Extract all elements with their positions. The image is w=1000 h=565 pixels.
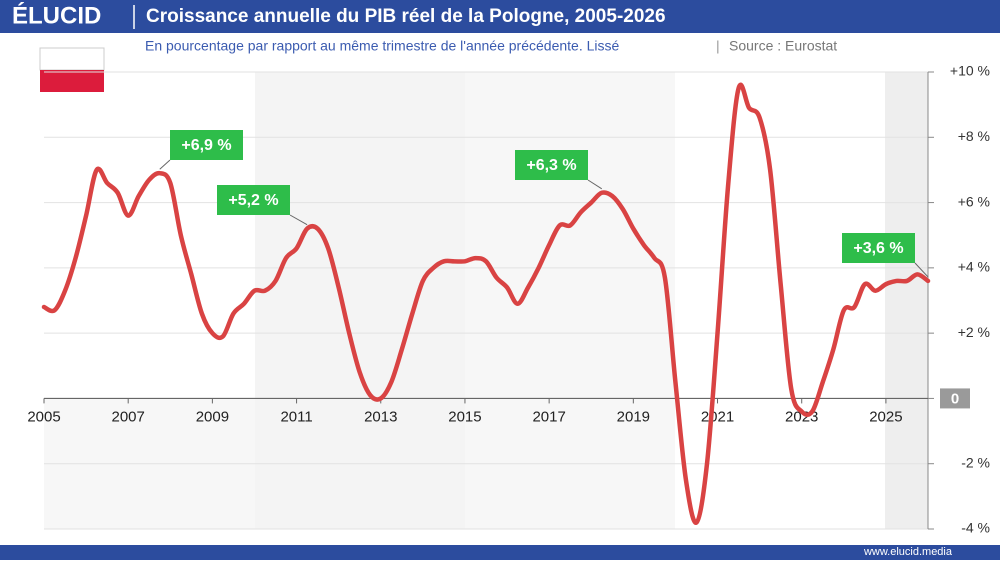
annotation-leader	[159, 159, 171, 170]
subtitle: En pourcentage par rapport au même trime…	[145, 38, 619, 54]
flag	[39, 47, 105, 92]
annotation-leader	[289, 214, 308, 226]
annotation-label: +6,9 %	[181, 137, 231, 154]
annotation-label: +5,2 %	[228, 192, 278, 209]
footer: www.elucid.media	[863, 546, 953, 558]
y-tick-label: +2 %	[958, 324, 990, 340]
x-tick-label: 2017	[532, 408, 565, 425]
y-tick-label: 0	[951, 390, 959, 407]
y-tick-label: +4 %	[958, 259, 990, 275]
annotation-box	[217, 185, 290, 215]
annotation-leader	[587, 179, 603, 190]
x-tick-label: 2009	[196, 408, 229, 425]
chart-title: Croissance annuelle du PIB réel de la Po…	[146, 6, 666, 27]
annotation-label: +3,6 %	[853, 240, 903, 257]
footer-bar	[0, 545, 1000, 560]
y-tick-label: -2 %	[961, 454, 990, 470]
x-tick-label: 2025	[869, 408, 902, 425]
x-tick-label: 2019	[617, 408, 650, 425]
source: Source : Eurostat	[729, 38, 837, 54]
header-bar	[0, 0, 1000, 33]
brand: ÉLUCID	[12, 1, 101, 29]
annotation-leader	[914, 262, 929, 278]
x-tick-label: 2005	[27, 408, 60, 425]
zero-label-box	[940, 388, 970, 409]
y-tick-label: +8 %	[958, 128, 990, 144]
x-tick-label: 2021	[701, 408, 734, 425]
y-tick-label: +10 %	[950, 63, 990, 79]
separator: |	[716, 38, 720, 54]
x-tick-label: 2015	[448, 408, 481, 425]
x-tick-label: 2007	[112, 408, 145, 425]
annotation-box	[515, 150, 588, 180]
annotation-label: +6,3 %	[526, 157, 576, 174]
data-line	[41, 82, 931, 525]
annotation-box	[170, 130, 243, 160]
y-tick-label: +6 %	[958, 193, 990, 209]
annotation-box	[842, 233, 915, 263]
x-tick-label: 2011	[280, 408, 312, 425]
x-tick-label: 2013	[364, 408, 397, 425]
y-tick-label: -4 %	[961, 520, 990, 536]
